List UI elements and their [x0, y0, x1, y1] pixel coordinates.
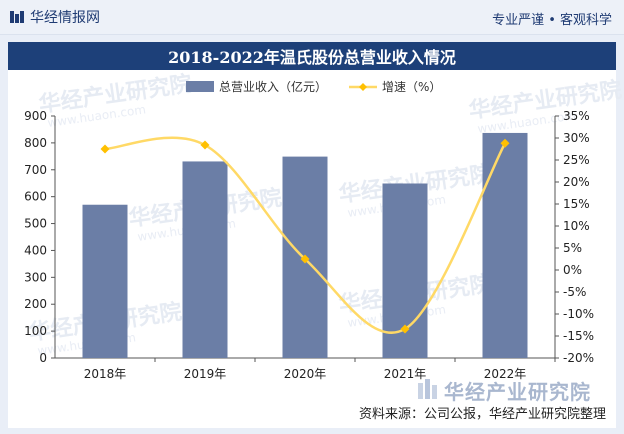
slogan: 专业严谨 • 客观科学 [492, 13, 612, 28]
growth-point [100, 144, 110, 154]
x-tick-label: 2022年 [484, 367, 527, 381]
watermark-badge-text: 华经产业研究院 [444, 379, 591, 404]
growth-point [500, 138, 510, 148]
y-right-tick-label: -10% [563, 307, 594, 321]
brand-name: 华经情报网 [30, 10, 100, 26]
legend-line-label: 增速（%） [382, 80, 441, 94]
legend-line-marker [359, 83, 367, 91]
y-right-tick-label: 15% [563, 197, 590, 211]
y-left-tick-label: 400 [24, 243, 47, 257]
y-left-tick-label: 300 [24, 270, 47, 284]
chart-title: 2018-2022年温氏股份总营业收入情况 [8, 42, 616, 70]
y-right-tick-label: 0% [563, 263, 582, 277]
growth-line [104, 136, 507, 334]
growth-point [300, 254, 310, 264]
x-tick-label: 2020年 [284, 367, 327, 381]
top-bar: 华经情报网 专业严谨 • 客观科学 [0, 0, 624, 35]
brand-logo-icon [10, 11, 24, 23]
y-left-tick-label: 200 [24, 297, 47, 311]
growth-point [200, 140, 210, 150]
y-left-tick-label: 100 [24, 324, 47, 338]
y-right-tick-label: 5% [563, 241, 582, 255]
legend-bar-swatch [186, 81, 214, 92]
bar [82, 204, 128, 358]
bar [482, 132, 528, 358]
y-left-tick-label: 900 [24, 109, 47, 123]
y-left-tick-label: 500 [24, 217, 47, 231]
y-right-tick-label: 20% [563, 175, 590, 189]
brand: 华经情报网 [10, 7, 100, 27]
y-right-tick-label: -15% [563, 329, 594, 343]
y-left-tick-label: 700 [24, 163, 47, 177]
source-note: 资料来源：公司公报，华经产业研究院整理 [358, 407, 606, 422]
y-left-tick-label: 0 [39, 351, 47, 365]
watermark-badge: 华经产业研究院 [418, 375, 624, 405]
x-tick-label: 2021年 [384, 367, 427, 381]
y-right-tick-label: -20% [563, 351, 594, 365]
x-tick-label: 2018年 [84, 367, 127, 381]
bar [182, 161, 228, 358]
y-left-tick-label: 800 [24, 136, 47, 150]
y-right-tick-label: 10% [563, 219, 590, 233]
y-right-tick-label: -5% [563, 285, 586, 299]
y-left-tick-label: 600 [24, 190, 47, 204]
growth-point [400, 324, 410, 334]
y-right-tick-label: 30% [563, 131, 590, 145]
watermark-logo-icon [418, 379, 437, 399]
y-right-tick-label: 35% [563, 109, 590, 123]
y-right-tick-label: 25% [563, 153, 590, 167]
x-tick-label: 2019年 [184, 367, 227, 381]
legend-bar-label: 总营业收入（亿元） [219, 79, 327, 94]
